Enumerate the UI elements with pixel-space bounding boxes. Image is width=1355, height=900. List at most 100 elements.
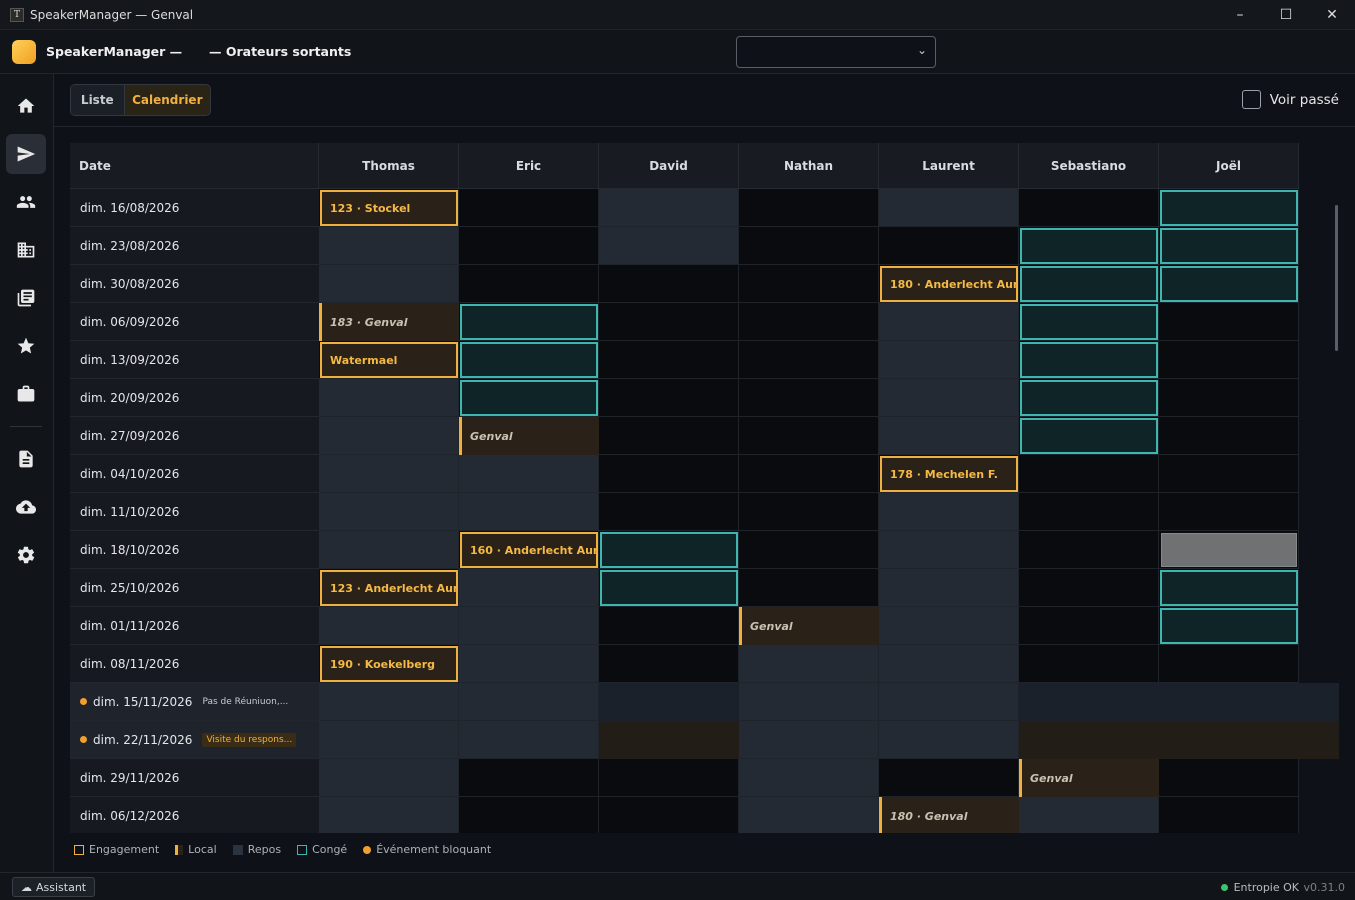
assistant-button[interactable]: ☁ Assistant [12, 877, 96, 897]
calendar-cell[interactable] [739, 417, 879, 455]
repos-cell[interactable] [319, 531, 459, 569]
repos-cell[interactable] [459, 683, 599, 721]
repos-cell[interactable] [459, 721, 599, 759]
calendar-cell[interactable] [599, 379, 739, 417]
calendar-cell[interactable] [879, 227, 1019, 265]
calendar-cell[interactable] [1159, 797, 1299, 833]
calendar-cell[interactable] [599, 341, 739, 379]
engagement-block[interactable]: 123 · Stockel [320, 190, 458, 226]
calendar-cell[interactable] [599, 645, 739, 683]
calendar-cell[interactable] [599, 493, 739, 531]
repos-cell[interactable] [459, 493, 599, 531]
repos-cell[interactable] [459, 455, 599, 493]
nav-favorites[interactable] [6, 326, 46, 366]
minimize-button[interactable]: – [1236, 7, 1244, 23]
calendar-cell[interactable] [879, 759, 1019, 797]
calendar-cell[interactable] [459, 189, 599, 227]
calendar-cell[interactable] [599, 417, 739, 455]
column-header-nathan[interactable]: Nathan [739, 143, 879, 189]
close-button[interactable]: ✕ [1326, 7, 1338, 23]
unavailable-block[interactable] [1161, 533, 1297, 567]
calendar-cell[interactable] [1019, 607, 1159, 645]
nav-home[interactable] [6, 86, 46, 126]
repos-cell[interactable] [879, 303, 1019, 341]
calendar-cell[interactable] [739, 341, 879, 379]
engagement-block[interactable]: 190 · Koekelberg [320, 646, 458, 682]
calendar-cell[interactable] [1159, 759, 1299, 797]
repos-cell[interactable] [879, 379, 1019, 417]
calendar-cell[interactable] [1159, 417, 1299, 455]
conge-block[interactable] [1020, 304, 1158, 340]
conge-block[interactable] [460, 304, 598, 340]
column-header-laurent[interactable]: Laurent [879, 143, 1019, 189]
event-tag[interactable]: Visite du respons... [202, 732, 297, 747]
repos-cell[interactable] [739, 759, 879, 797]
calendar-cell[interactable] [739, 303, 879, 341]
nav-orateurs-sortants[interactable] [6, 134, 46, 174]
calendar-cell[interactable] [739, 569, 879, 607]
calendar-cell[interactable] [739, 493, 879, 531]
nav-upload[interactable] [6, 487, 46, 527]
engagement-block[interactable]: 180 · Anderlecht Aumale [880, 266, 1018, 302]
repos-cell[interactable] [319, 683, 459, 721]
column-header-joël[interactable]: Joël [1159, 143, 1299, 189]
voir-passe-checkbox[interactable] [1241, 90, 1261, 109]
calendar-cell[interactable] [1019, 569, 1159, 607]
calendar-cell[interactable] [1159, 645, 1299, 683]
repos-cell[interactable] [319, 455, 459, 493]
repos-cell[interactable] [879, 683, 1019, 721]
engagement-block[interactable]: 178 · Mechelen F. [880, 456, 1018, 492]
nav-library[interactable] [6, 278, 46, 318]
repos-cell[interactable] [879, 645, 1019, 683]
repos-cell[interactable] [879, 569, 1019, 607]
calendar-cell[interactable] [739, 227, 879, 265]
conge-block[interactable] [1160, 570, 1298, 606]
conge-block[interactable] [1020, 228, 1158, 264]
calendar-cell[interactable] [459, 265, 599, 303]
conge-block[interactable] [1020, 342, 1158, 378]
repos-cell[interactable] [319, 797, 459, 833]
calendar-cell[interactable] [599, 759, 739, 797]
repos-cell[interactable] [879, 493, 1019, 531]
repos-cell[interactable] [599, 189, 739, 227]
vertical-scrollbar[interactable] [1335, 205, 1338, 351]
nav-documents[interactable] [6, 439, 46, 479]
calendar-cell[interactable] [739, 189, 879, 227]
conge-block[interactable] [460, 380, 598, 416]
repos-cell[interactable] [879, 607, 1019, 645]
calendar-cell[interactable] [599, 303, 739, 341]
calendar-cell[interactable] [599, 455, 739, 493]
repos-cell[interactable] [459, 645, 599, 683]
tab-liste[interactable]: Liste [71, 85, 125, 115]
nav-settings[interactable] [6, 535, 46, 575]
repos-cell[interactable] [599, 227, 739, 265]
local-block[interactable]: Genval [1019, 759, 1159, 797]
repos-cell[interactable] [879, 341, 1019, 379]
engagement-block[interactable]: Watermael [320, 342, 458, 378]
engagement-block[interactable]: 160 · Anderlecht Aumale [460, 532, 598, 568]
repos-cell[interactable] [879, 721, 1019, 759]
repos-cell[interactable] [459, 607, 599, 645]
calendar-cell[interactable] [739, 265, 879, 303]
calendar-cell[interactable] [1159, 379, 1299, 417]
calendar-cell[interactable] [1019, 189, 1159, 227]
engagement-block[interactable]: 123 · Anderlecht Aumale [320, 570, 458, 606]
repos-cell[interactable] [319, 607, 459, 645]
local-block[interactable]: 180 · Genval [879, 797, 1019, 833]
conge-block[interactable] [1020, 418, 1158, 454]
calendar-cell[interactable] [599, 607, 739, 645]
maximize-button[interactable]: ☐ [1279, 7, 1293, 23]
column-header-sebastiano[interactable]: Sebastiano [1019, 143, 1159, 189]
event-tag[interactable]: Pas de Réuniuon,... [202, 696, 289, 707]
nav-work[interactable] [6, 374, 46, 414]
repos-cell[interactable] [879, 417, 1019, 455]
congregation-select[interactable]: ⌄ [736, 36, 936, 68]
column-header-eric[interactable]: Eric [459, 143, 599, 189]
conge-block[interactable] [1160, 608, 1298, 644]
repos-cell[interactable] [879, 531, 1019, 569]
calendar-cell[interactable] [1159, 455, 1299, 493]
conge-block[interactable] [600, 532, 738, 568]
calendar-cell[interactable] [459, 227, 599, 265]
repos-cell[interactable] [1019, 797, 1159, 833]
local-block[interactable]: 183 · Genval [319, 303, 459, 341]
